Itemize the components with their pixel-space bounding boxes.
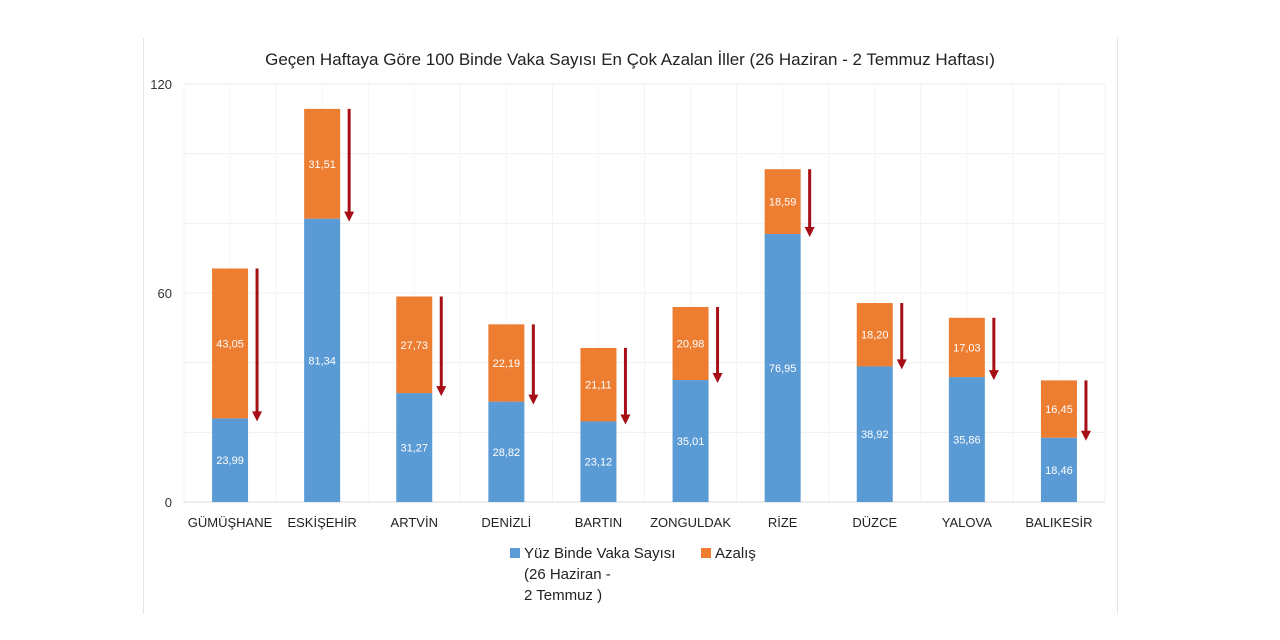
bar-decrease <box>672 306 709 381</box>
legend-swatch-blue <box>510 548 520 558</box>
bar-cases <box>396 393 433 502</box>
x-tick-label: ARTVİN <box>391 515 438 530</box>
bar-cases <box>948 377 985 502</box>
decrease-arrow-head <box>1080 430 1091 441</box>
bar-cases <box>304 218 341 503</box>
decrease-arrow-head <box>712 373 723 384</box>
data-label-cases: 35,01 <box>677 436 705 448</box>
x-tick-label: DÜZCE <box>852 515 897 530</box>
bar-decrease <box>212 268 249 419</box>
data-label-decrease: 31,51 <box>308 159 336 171</box>
bar-decrease <box>1040 380 1077 438</box>
legend-item-decrease: Azalış <box>701 543 756 564</box>
decrease-arrow-head <box>620 414 631 425</box>
bar-cases <box>580 421 617 502</box>
data-label-cases: 76,95 <box>769 363 797 375</box>
x-tick-label: RİZE <box>768 515 798 530</box>
data-label-cases: 23,12 <box>585 457 613 469</box>
decrease-arrow-head <box>804 226 815 237</box>
decrease-arrow-head <box>344 211 355 222</box>
bar-cases <box>488 401 525 502</box>
data-label-cases: 31,27 <box>400 443 428 455</box>
bar-decrease <box>856 303 893 367</box>
x-tick-label: GÜMÜŞHANE <box>188 515 273 530</box>
decrease-arrow-head <box>896 359 907 370</box>
decrease-arrow-head <box>252 411 263 422</box>
y-tick-label: 0 <box>165 495 172 510</box>
decrease-arrow-head <box>988 370 999 381</box>
bar-decrease <box>488 324 525 402</box>
legend-item-cases: Yüz Binde Vaka Sayısı (26 Haziran - 2 Te… <box>510 543 675 606</box>
data-label-cases: 81,34 <box>308 355 336 367</box>
data-label-decrease: 20,98 <box>677 339 705 351</box>
data-label-decrease: 21,11 <box>585 380 612 392</box>
chart-title: Geçen Haftaya Göre 100 Binde Vaka Sayısı… <box>265 50 995 69</box>
legend-label-line3: 2 Temmuz ) <box>524 587 603 604</box>
data-label-decrease: 16,45 <box>1045 404 1073 416</box>
legend-label-decrease: Azalış <box>715 545 756 562</box>
x-tick-label: BALIKESİR <box>1025 515 1092 530</box>
data-label-cases: 35,86 <box>953 435 981 447</box>
bar-cases <box>672 380 709 502</box>
data-label-decrease: 43,05 <box>216 338 244 350</box>
x-tick-label: ESKİŞEHİR <box>287 515 356 530</box>
y-tick-label: 60 <box>158 286 172 301</box>
data-label-decrease: 27,73 <box>400 340 428 352</box>
data-label-decrease: 18,20 <box>861 330 889 342</box>
bar-decrease <box>764 169 801 234</box>
bar-cases <box>1040 437 1077 502</box>
legend-swatch-orange <box>701 548 711 558</box>
x-tick-label: DENİZLİ <box>481 515 531 530</box>
decrease-arrow-head <box>436 386 447 397</box>
bar-cases <box>856 366 893 502</box>
bar-cases <box>764 233 801 502</box>
data-label-decrease: 18,59 <box>769 197 797 209</box>
y-tick-label: 120 <box>150 77 172 92</box>
data-label-cases: 18,46 <box>1045 465 1073 477</box>
x-tick-label: BARTIN <box>575 515 622 530</box>
x-tick-label: ZONGULDAK <box>650 515 731 530</box>
data-label-cases: 38,92 <box>861 429 889 441</box>
data-label-decrease: 17,03 <box>953 342 981 354</box>
decrease-arrow-head <box>528 394 539 405</box>
data-label-decrease: 22,19 <box>493 358 521 370</box>
bar-decrease <box>396 296 433 394</box>
data-label-cases: 28,82 <box>493 447 521 459</box>
bar-decrease <box>304 108 341 219</box>
x-tick-label: YALOVA <box>942 515 992 530</box>
legend-label-line1: Yüz Binde Vaka Sayısı <box>524 545 676 562</box>
bar-decrease <box>580 347 617 422</box>
legend-label-line2: (26 Haziran - <box>524 566 611 583</box>
bar-cases <box>212 418 249 502</box>
bar-decrease <box>948 317 985 378</box>
data-label-cases: 23,99 <box>216 455 244 467</box>
